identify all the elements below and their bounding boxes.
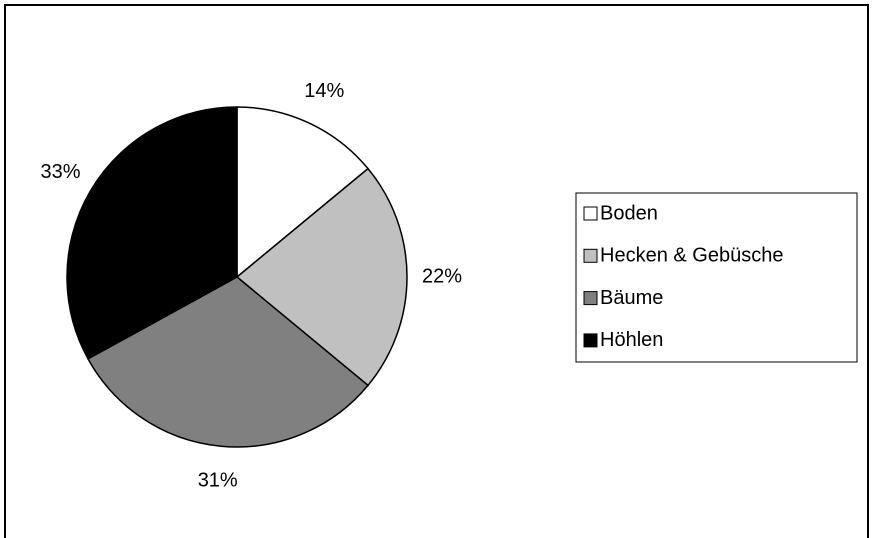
legend-swatch [583,291,598,306]
legend-swatch [583,333,598,348]
pie-slice [235,167,408,387]
data-label: 31% [198,469,238,491]
legend-swatch [583,206,598,221]
legend-swatch [583,248,598,263]
pie-slice [87,276,370,448]
legend-label: Bäume [600,287,663,309]
legend-label: Boden [600,202,658,224]
legend-label: Hecken & Gebüsche [600,245,783,267]
pie-slice [236,106,370,279]
data-label: 33% [41,161,81,183]
legend-box [575,192,858,363]
data-label: 14% [304,80,344,102]
legend-label: Höhlen [600,329,663,351]
pie-slice [66,106,238,360]
data-label: 22% [422,265,462,287]
